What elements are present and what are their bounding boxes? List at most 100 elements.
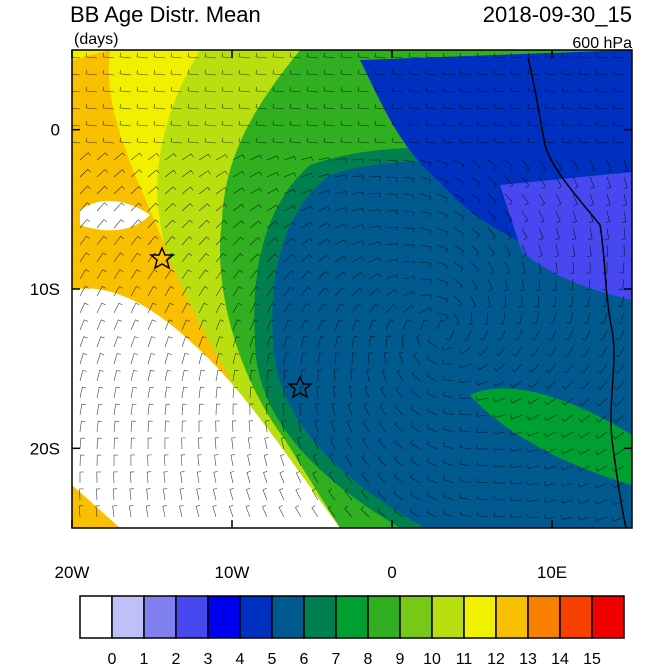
wind-barb [317,206,330,212]
wind-barb [483,312,489,325]
wind-barb [246,488,251,501]
wind-barb [521,176,530,189]
wind-barb [553,261,558,274]
wind-barb [196,471,202,484]
wind-barb [328,488,336,501]
star-marker [286,375,314,399]
wind-barb [164,403,171,416]
wind-barb [130,336,139,348]
wind-barb [493,86,506,93]
wind-barb [453,278,464,290]
wind-barb [238,103,251,110]
wind-barb [620,244,625,257]
wind-barb [544,514,557,520]
wind-barb [368,288,381,297]
wind-barb [238,52,251,59]
wind-barb [79,302,89,314]
wind-barb [530,329,540,341]
colorbar-swatch [399,595,433,639]
wind-barb [377,506,387,518]
colorbar-label: 2 [172,651,181,667]
wind-barb [476,69,489,76]
wind-barb [459,378,472,383]
wind-barb [164,302,174,314]
wind-barb [564,329,574,341]
wind-barb [215,352,223,365]
wind-barb [266,386,272,399]
wind-barb [459,476,472,484]
wind-barb [393,507,404,518]
wind-barb [198,386,205,399]
wind-barb [351,303,362,314]
wind-barb [280,454,285,467]
wind-barb [527,480,540,486]
wind-barb [572,193,578,206]
wind-barb [215,253,227,263]
field [500,172,632,300]
wind-barb [153,52,166,59]
wind-barb [493,380,506,387]
wind-barb [513,329,523,341]
wind-barb [476,120,489,127]
wind-barb [419,227,432,235]
wind-barb [113,336,122,348]
wind-barb [538,159,547,172]
wind-barb [578,465,591,472]
colorbar-swatch [207,595,241,639]
wind-barb [72,73,81,76]
wind-barb [147,353,156,365]
wind-barb [391,120,404,127]
wind-barb [249,302,259,314]
wind-barb [79,152,92,161]
wind-barb [266,188,279,195]
wind-barb [344,505,353,518]
wind-barb [198,153,211,161]
wind-barb [315,403,320,416]
wind-barb [521,227,528,240]
wind-barb [493,137,506,144]
wind-barb [181,269,192,280]
wind-barb [549,312,557,325]
wind-barb [327,505,336,518]
wind-barb [561,414,574,422]
wind-barb [459,443,472,450]
colorbar-label: 3 [204,651,213,667]
wind-barb [544,103,557,110]
wind-barb [198,336,207,348]
wind-barb [517,295,523,308]
wind-barb [385,159,398,166]
wind-barb [378,437,387,450]
wind-barb [317,238,330,246]
wind-barb [238,120,251,127]
wind-barb [232,352,240,365]
wind-barb [402,305,415,314]
wind-barb [79,437,85,450]
wind-barb [527,497,540,502]
wind-barb [153,120,166,127]
wind-barb [102,52,115,59]
wind-barb [215,302,225,314]
wind-barb [113,285,123,297]
wind-barb [306,69,319,76]
wind-barb [408,86,421,93]
wind-barb [555,210,561,223]
wind-barb [96,454,102,467]
wind-barb [198,420,203,433]
wind-barb [589,159,596,172]
wind-barb [410,456,421,467]
wind-barb [164,236,176,246]
wind-barb [436,227,448,236]
colorbar-swatch [239,595,273,639]
wind-barb [153,86,166,93]
wind-barb [427,337,438,348]
wind-barb [510,397,523,404]
wind-barb [266,319,276,331]
wind-barb [262,488,268,501]
wind-barb [263,471,268,484]
wind-barb [419,307,432,314]
wind-barb [230,471,235,484]
wind-barb [504,176,514,188]
wind-barb [266,270,278,280]
coastline [527,57,627,528]
wind-barb [272,86,285,93]
